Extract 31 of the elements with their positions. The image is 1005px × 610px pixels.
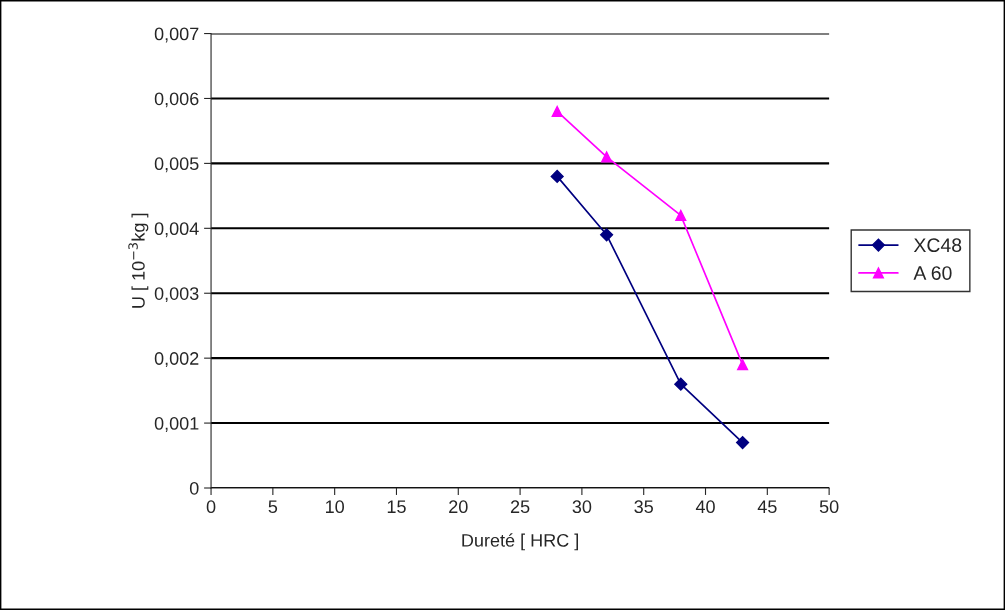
x-tick-label: 45 [757,500,777,514]
y-tick-label: 0,003 [154,287,199,303]
point [550,169,564,183]
x-tick-label: 15 [387,500,406,514]
x-tick-label: 10 [326,500,344,514]
point [674,377,688,391]
point [736,435,750,450]
x-tick-label: 50 [819,500,839,514]
y-tick-label: 0 [189,481,199,495]
legend-label: XC48 [913,238,962,253]
point [737,359,749,371]
y-axis-title: U [ 10$^{−3}$kg ] [128,213,149,308]
y-tick-label: 0,002 [154,352,199,368]
x-tick-label: 0 [206,500,216,514]
y-tick-label: 0,005 [154,157,199,173]
x-tick-label: 30 [572,500,592,514]
y-tick-label: 0,004 [154,222,199,238]
legend-label: A 60 [913,266,952,280]
x-axis-title: Dureté [ HRC ] [462,533,578,551]
x-tick-label: 5 [268,500,278,514]
y-tick-label: 0,007 [154,27,199,43]
x-tick-label: 25 [510,500,530,514]
x-tick-label: 20 [449,500,468,514]
point [600,228,614,242]
point [675,209,687,221]
x-tick-label: 40 [695,500,715,514]
y-tick-label: 0,001 [154,417,199,432]
x-tick-label: 35 [634,500,653,514]
point [601,151,613,163]
point [551,105,563,118]
y-tick-label: 0,006 [154,92,199,108]
